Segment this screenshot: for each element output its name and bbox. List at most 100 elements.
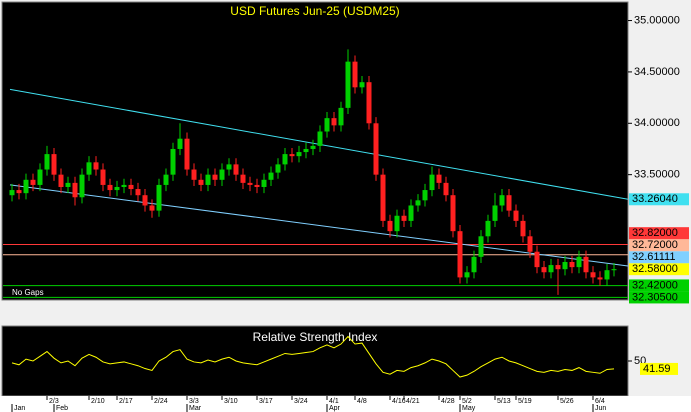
x-tick-label: 3/3 — [189, 398, 199, 405]
value-tag-label: 32.58000 — [632, 263, 678, 275]
y-tick-label: 34.00000 — [634, 117, 680, 129]
candle-body — [296, 152, 302, 157]
candle-body — [324, 118, 330, 132]
candle-body — [310, 145, 316, 149]
x-tick-label: 2/10 — [91, 398, 105, 405]
candle-body — [247, 182, 253, 185]
candle-body — [471, 256, 477, 273]
candle-body — [240, 174, 246, 183]
candle-body — [373, 123, 379, 175]
value-tag-label: 32.82000 — [632, 227, 678, 239]
candle-body — [261, 179, 267, 187]
candle-body — [37, 169, 43, 185]
value-tag — [629, 251, 689, 264]
candle-body — [170, 148, 176, 175]
candle-body — [499, 195, 505, 206]
candle-body — [282, 154, 288, 165]
candle-body — [450, 195, 456, 232]
value-tag — [629, 193, 689, 206]
candle-body — [79, 174, 85, 198]
candle-body — [23, 179, 29, 194]
candle-body — [86, 162, 92, 175]
value-tag-label: 32.30500 — [632, 291, 678, 303]
candle-body — [506, 195, 512, 211]
price-panel — [1, 1, 629, 301]
candle-body — [436, 174, 442, 183]
candle-body — [289, 154, 295, 157]
month-label: May — [462, 405, 476, 412]
y-tick-label: 35.00000 — [634, 14, 680, 26]
rsi-line — [11, 335, 615, 378]
candle-body — [156, 184, 162, 211]
candle-body — [177, 138, 183, 149]
x-tick-label: 4/8 — [357, 398, 367, 405]
candle-body — [555, 265, 561, 270]
candle-body — [478, 236, 484, 257]
candle-body — [541, 267, 547, 273]
candle-body — [590, 272, 596, 278]
value-tag — [629, 239, 689, 252]
candle-body — [233, 164, 239, 175]
value-tag-label: 32.61111 — [632, 251, 675, 263]
candle-body — [401, 215, 407, 221]
candle-body — [149, 205, 155, 211]
candle-body — [100, 169, 106, 185]
x-tick-label: 2/3 — [49, 398, 59, 405]
month-label: Apr — [329, 405, 341, 412]
value-tag-label: 33.26040 — [632, 193, 678, 205]
candle-body — [429, 174, 435, 191]
value-tag-label: 32.72000 — [632, 239, 678, 251]
candle-body — [275, 164, 281, 173]
x-tick-label: 6/4 — [595, 398, 605, 405]
value-tag — [629, 227, 689, 240]
x-tick-label: 5/2 — [462, 398, 472, 405]
candle-body — [422, 190, 428, 201]
rsi-value-label: 41.59 — [643, 363, 671, 375]
candle-body — [163, 174, 169, 185]
candle-body — [611, 269, 617, 271]
note: No Gaps — [12, 288, 44, 297]
month-label: Jun — [595, 405, 606, 412]
candle-body — [464, 272, 470, 278]
candle-body — [520, 220, 526, 237]
candle-body — [114, 186, 120, 191]
candle-body — [513, 210, 519, 221]
candle-body — [345, 61, 351, 108]
x-tick-label: 5/19 — [518, 398, 532, 405]
candle-body — [184, 138, 190, 170]
candle-body — [408, 205, 414, 221]
candle-body — [583, 256, 589, 273]
value-tag — [629, 263, 689, 276]
x-tick-label: 3/10 — [224, 398, 238, 405]
candle-body — [604, 270, 610, 280]
candle-body — [352, 61, 358, 88]
candle-body — [394, 215, 400, 232]
candle-body — [219, 169, 225, 180]
candle-body — [492, 205, 498, 221]
candle-body — [597, 277, 603, 280]
candle-body — [268, 172, 274, 180]
value-tag — [629, 279, 689, 292]
candle-body — [485, 220, 491, 237]
candle-body — [72, 182, 78, 198]
candle-body — [254, 184, 260, 187]
candle-body — [415, 200, 421, 206]
candle-body — [576, 256, 582, 268]
candle-body — [205, 174, 211, 185]
value-tag-label: 32.42000 — [632, 279, 678, 291]
x-tick-label: 4/16 — [392, 398, 406, 405]
candle-body — [387, 220, 393, 232]
candle-body — [457, 231, 463, 278]
x-tick-label: 5/13 — [497, 398, 511, 405]
candle-body — [9, 190, 15, 196]
x-tick-label: 3/24 — [294, 398, 308, 405]
candle-body — [198, 179, 204, 185]
candle-body — [534, 251, 540, 268]
candle-body — [527, 236, 533, 252]
candle-body — [569, 261, 575, 268]
rsi-title: Relative Strength Index — [253, 330, 378, 344]
candle-body — [65, 182, 71, 187]
candle-body — [44, 154, 50, 170]
rsi-panel — [1, 325, 629, 397]
candle-body — [303, 148, 309, 153]
